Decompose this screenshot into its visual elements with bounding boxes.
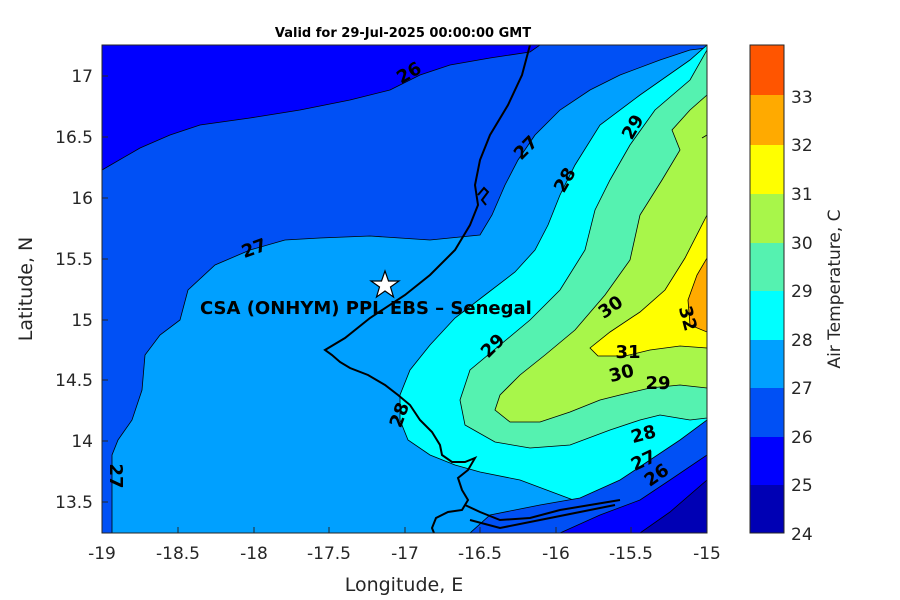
- x-tick-label: -15: [693, 544, 721, 564]
- x-tick-label: -16: [542, 544, 570, 564]
- gambia-border: [464, 499, 621, 530]
- contour-label: 27: [105, 463, 126, 488]
- colorbar-band: [750, 194, 784, 243]
- region-26-27-west: [102, 45, 707, 533]
- colorbar-tick-label: 25: [791, 476, 813, 496]
- x-tick-label: -18.5: [156, 544, 200, 564]
- x-axis: -19 -18.5 -18 -17.5 -17 -16.5 -16 -15.5 …: [88, 527, 721, 596]
- y-axis-label: Latitude, N: [15, 237, 37, 342]
- colorbar-band: [750, 388, 784, 437]
- contour-label: 31: [615, 342, 640, 363]
- region-25-26-nw: [102, 45, 541, 171]
- border-line: [477, 186, 490, 206]
- region-24-25-se: [639, 479, 707, 533]
- y-tick-label: 17: [71, 67, 93, 87]
- x-tick-label: -15.5: [609, 544, 653, 564]
- colorbar-tick-label: 24: [791, 525, 813, 545]
- site-star-icon: [369, 269, 401, 299]
- colorbar-tick-label: 27: [791, 379, 813, 399]
- x-tick-label: -18: [240, 544, 268, 564]
- colorbar-tick-label: 30: [791, 234, 813, 254]
- map-title: Valid for 29-Jul-2025 00:00:00 GMT: [275, 26, 531, 41]
- x-tick-label: -17.5: [307, 544, 351, 564]
- colorbar-tick-label: 31: [791, 185, 813, 205]
- colorbar-tick-label: 28: [791, 331, 813, 351]
- colorbar: 24 25 26 27 28 29 30 31 32 33 Air Temper…: [749, 44, 845, 545]
- y-tick-label: 15: [71, 311, 93, 331]
- colorbar-band: [750, 243, 784, 291]
- contour-fill-group: [102, 45, 707, 533]
- y-tick-label: 16: [71, 189, 93, 209]
- y-tick-label: 14: [71, 432, 93, 452]
- colorbar-band: [750, 145, 784, 194]
- contour-label: 29: [645, 373, 670, 394]
- x-tick-label: -19: [88, 544, 116, 564]
- x-tick-label: -17: [391, 544, 419, 564]
- colorbar-band: [750, 485, 784, 533]
- y-tick-label: 13.5: [55, 493, 93, 513]
- region-32-33: [687, 257, 707, 333]
- colorbar-tick-label: 29: [791, 282, 813, 302]
- colorbar-tick-label: 26: [791, 428, 813, 448]
- colorbar-frame: [749, 44, 785, 534]
- sea-arc-north: [701, 134, 707, 139]
- colorbar-band: [750, 437, 784, 485]
- x-axis-label: Longitude, E: [345, 574, 464, 596]
- colorbar-band: [750, 95, 784, 145]
- y-tick-label: 14.5: [55, 371, 93, 391]
- colorbar-tick-label: 33: [791, 88, 813, 108]
- colorbar-band: [750, 340, 784, 388]
- coastline: [323, 45, 531, 533]
- colorbar-tick-label: 32: [791, 136, 813, 156]
- site-label: CSA (ONHYM) PPL EBS – Senegal: [200, 298, 532, 319]
- x-tick-label: -16.5: [458, 544, 502, 564]
- colorbar-label: Air Temperature, C: [825, 209, 845, 368]
- region-31-32: [589, 214, 707, 357]
- colorbar-band: [750, 291, 784, 340]
- y-tick-label: 16.5: [55, 128, 93, 148]
- y-axis: 13.5 14 14.5 15 15.5 16 16.5 17 Latitude…: [15, 67, 108, 513]
- y-tick-label: 15.5: [55, 250, 93, 270]
- colorbar-band: [750, 45, 784, 95]
